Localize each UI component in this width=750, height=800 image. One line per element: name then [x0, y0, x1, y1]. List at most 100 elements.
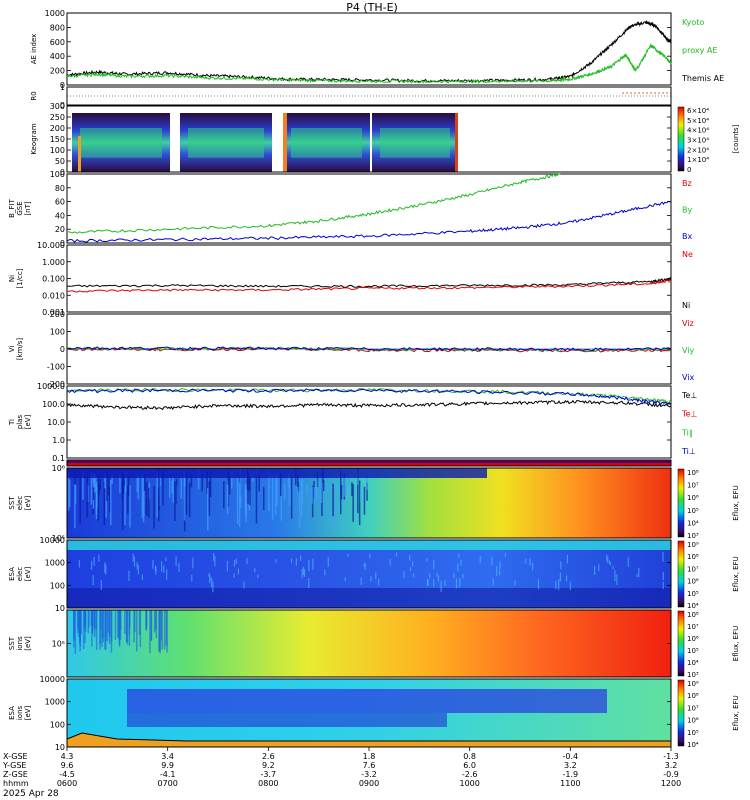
ephemeris-z-value: -2.6 [462, 770, 478, 779]
sst-elec-noise [316, 471, 319, 488]
sst-elec-noise [90, 472, 93, 505]
sst-ion-noise [155, 610, 157, 630]
sst-elec-noise [341, 481, 344, 490]
sst-ion-noise [73, 610, 75, 639]
esa-elec-noise [638, 567, 640, 578]
esa-elec-noise [246, 558, 248, 565]
esa-elec-noise [444, 580, 446, 586]
sst-elec-noise [275, 474, 277, 516]
esa-elec-noise [616, 574, 618, 585]
series-bfit-line [66, 200, 672, 243]
esa-elec-noise [302, 566, 305, 576]
esa-elec-noise [233, 559, 236, 567]
sst-elec-noise [271, 473, 274, 521]
esa-elec-noise [257, 574, 259, 579]
sst-ion-noise [165, 610, 168, 646]
ephemeris-y-value: 9.2 [262, 761, 275, 770]
sst-elec-noise [333, 485, 336, 526]
sst-elec-noise [124, 485, 126, 525]
sst-elec-noise [366, 472, 368, 490]
y-tick-label: 100.0 [42, 400, 65, 409]
sst-elec-top-band [67, 468, 487, 478]
esa-elec-noise [433, 579, 435, 587]
sst-elec-noise [229, 477, 231, 495]
sst-elec-noise [180, 475, 182, 499]
ephemeris-y-value: 3.2 [665, 761, 678, 770]
sst-ion-spectrogram [67, 610, 671, 677]
ephemeris-time-label: 1200 [661, 779, 681, 788]
y-axis-label: Vi [8, 346, 16, 353]
y-tick-label: 300 [50, 102, 65, 111]
sst-ion-noise [136, 610, 138, 652]
esa-elec-noise [308, 578, 310, 588]
sst-elec-noise [86, 476, 88, 518]
esa-elec-noise [559, 572, 561, 582]
esa-elec-noise [213, 552, 215, 561]
sst-elec-noise [103, 481, 105, 526]
colorbar [677, 610, 685, 677]
sst-ion-noise [128, 610, 131, 646]
sst-elec-noise [290, 475, 293, 519]
esa-elec-noise [290, 558, 293, 563]
sst-ion-noise [160, 610, 163, 641]
y-tick-label: 10⁵ [52, 640, 65, 649]
sst-elec-noise [298, 480, 301, 529]
sst-elec-spectrogram [67, 468, 671, 538]
esa-elec-noise [636, 574, 638, 578]
sst-elec-noise [127, 486, 129, 514]
y-axis-label: Ni [8, 275, 16, 282]
sst-elec-noise [276, 473, 278, 506]
esa-elec-noise [344, 577, 346, 582]
y-tick-label: 150 [50, 135, 65, 144]
esa-elec-noise [137, 564, 139, 575]
series-ae-line [66, 19, 672, 83]
esa-elec-noise [211, 578, 213, 588]
y-axis-label: [eV] [24, 636, 32, 651]
y-axis-label: plas [16, 414, 24, 429]
legend-vi-entry: Viz [682, 319, 694, 328]
y-tick-label: 80 [55, 184, 65, 193]
sst-elec-noise [153, 485, 155, 529]
y-axis-label: [eV] [24, 414, 32, 429]
sst-ion-noise [149, 610, 151, 654]
y-axis-label: SST [8, 636, 16, 650]
sst-ion-noise [114, 610, 117, 640]
ephemeris-y-value: 9.9 [161, 761, 174, 770]
y-axis-label: GSE [16, 201, 24, 215]
y-tick-label: 1 [60, 83, 65, 92]
colorbar-tick-label: 10⁷ [687, 623, 699, 631]
legend-ni-entry: Ne [682, 250, 693, 259]
legend-ae-entry: proxy AE [682, 46, 717, 55]
y-tick-label: 0 [60, 345, 65, 354]
sst-elec-noise [301, 480, 303, 518]
sst-ion-noise [119, 610, 122, 641]
esa-elec-noise [440, 581, 442, 593]
sst-elec-noise [359, 486, 362, 503]
sst-elec-noise [98, 485, 100, 495]
colorbar-tick-label: 10⁷ [687, 565, 699, 573]
sst-ion-noise [133, 610, 135, 643]
sst-elec-noise [340, 485, 343, 500]
y-axis-label: [1/cc] [16, 268, 24, 288]
plot-title: P4 (TH-E) [346, 1, 398, 14]
ephemeris-z-value: -3.7 [261, 770, 277, 779]
y-axis-label: AE index [30, 34, 38, 65]
ephemeris-x-value: -1.3 [663, 752, 679, 761]
y-tick-label: 0.001 [42, 308, 65, 317]
ephemeris-x-value: 0.8 [463, 752, 476, 761]
mode-bar-red [67, 460, 671, 466]
legend-vi-entry: Vix [682, 373, 695, 382]
y-tick-label: 10000 [40, 536, 65, 545]
sst-elec-noise [99, 478, 101, 490]
esa-elec-noise [91, 560, 93, 570]
sst-elec-noise [340, 470, 342, 515]
sst-elec-noise [169, 477, 171, 498]
sst-ion-noise [134, 610, 136, 633]
sst-elec-noise [258, 474, 260, 492]
panel-frame [66, 173, 672, 244]
colorbar [677, 679, 685, 747]
sst-elec-noise [121, 482, 124, 531]
esa-elec-noise [178, 562, 180, 572]
esa-elec-noise [105, 564, 107, 575]
